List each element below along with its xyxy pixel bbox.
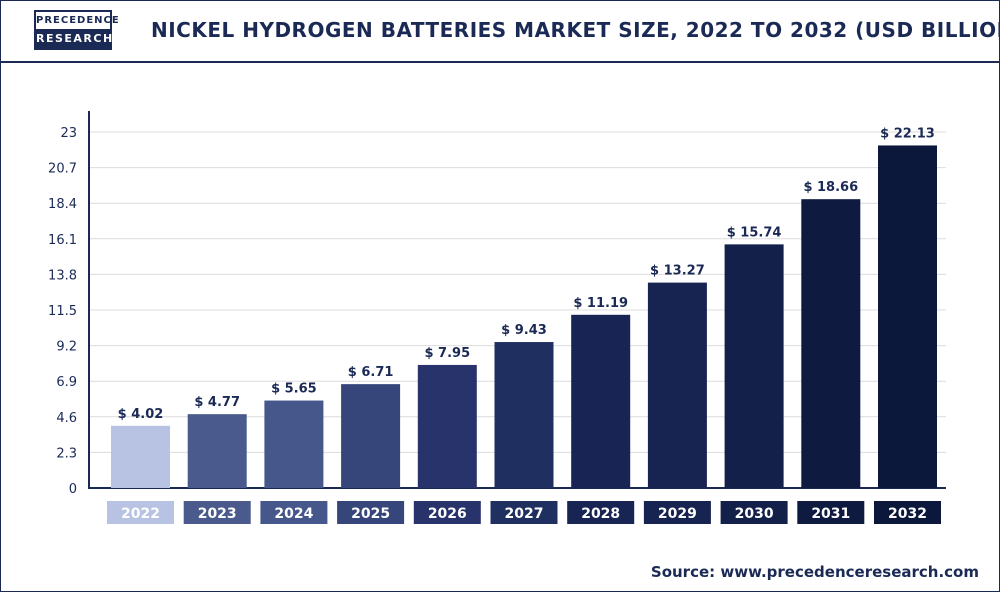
y-tick-label: 11.5	[48, 304, 77, 319]
logo-bottom-text: RESEARCH	[36, 29, 112, 48]
x-tick-label: 2029	[658, 506, 697, 522]
data-label: $ 11.19	[573, 296, 628, 311]
x-tick-label: 2031	[811, 506, 850, 522]
category-label-box	[337, 501, 405, 524]
bar	[571, 314, 631, 488]
category-label-box	[260, 501, 328, 524]
category-label-box	[413, 501, 481, 524]
logo-top-text: PRECEDENCE	[36, 12, 119, 29]
data-label: $ 22.13	[880, 126, 935, 141]
x-tick-label: 2022	[121, 506, 160, 522]
x-tick-label: 2032	[888, 506, 927, 522]
data-label: $ 5.65	[271, 382, 317, 397]
bar	[111, 425, 170, 488]
y-tick-label: 4.6	[56, 411, 77, 426]
category-label-box	[874, 501, 941, 524]
data-label: $ 9.43	[501, 323, 547, 338]
x-tick-label: 2027	[505, 506, 544, 522]
category-label-box	[643, 501, 711, 524]
brand-logo: PRECEDENCE RESEARCH	[34, 10, 119, 50]
bar	[801, 199, 861, 488]
y-tick-label: 16.1	[48, 233, 77, 248]
x-tick-label: 2024	[274, 506, 313, 522]
bar	[878, 145, 937, 489]
bar	[187, 414, 247, 488]
x-tick-label: 2023	[198, 506, 237, 522]
y-tick-label: 18.4	[48, 197, 77, 212]
data-label: $ 4.02	[118, 407, 164, 422]
header: PRECEDENCE RESEARCH NICKEL HYDROGEN BATT…	[1, 1, 1000, 63]
bar	[264, 400, 324, 488]
category-label-box	[797, 501, 865, 524]
data-label: $ 7.95	[424, 346, 470, 361]
y-tick-label: 6.9	[56, 375, 77, 390]
y-tick-label: 13.8	[48, 268, 77, 283]
y-tick-label: 20.7	[48, 162, 77, 177]
y-tick-label: 2.3	[56, 446, 77, 461]
category-label-box	[183, 501, 251, 524]
bar	[341, 384, 401, 488]
bar	[417, 364, 477, 488]
data-label: $ 13.27	[650, 264, 705, 279]
y-tick-label: 23	[60, 126, 77, 141]
bar	[494, 342, 554, 488]
bar	[647, 282, 707, 488]
bar	[724, 244, 784, 488]
y-tick-label: 0	[69, 482, 77, 497]
chart-title: NICKEL HYDROGEN BATTERIES MARKET SIZE, 2…	[151, 18, 1000, 42]
x-tick-label: 2030	[735, 506, 774, 522]
category-label-box	[720, 501, 788, 524]
y-tick-label: 9.2	[56, 340, 77, 355]
data-label: $ 4.77	[194, 395, 240, 410]
x-tick-label: 2025	[351, 506, 390, 522]
source-text: Source: www.precedenceresearch.com	[650, 563, 979, 581]
data-label: $ 18.66	[803, 180, 858, 195]
data-label: $ 15.74	[727, 225, 782, 240]
category-label-box	[567, 501, 635, 524]
category-label-box	[490, 501, 558, 524]
x-tick-label: 2026	[428, 506, 467, 522]
x-tick-label: 2028	[581, 506, 620, 522]
category-label-box	[107, 501, 174, 524]
data-label: $ 6.71	[348, 365, 394, 380]
